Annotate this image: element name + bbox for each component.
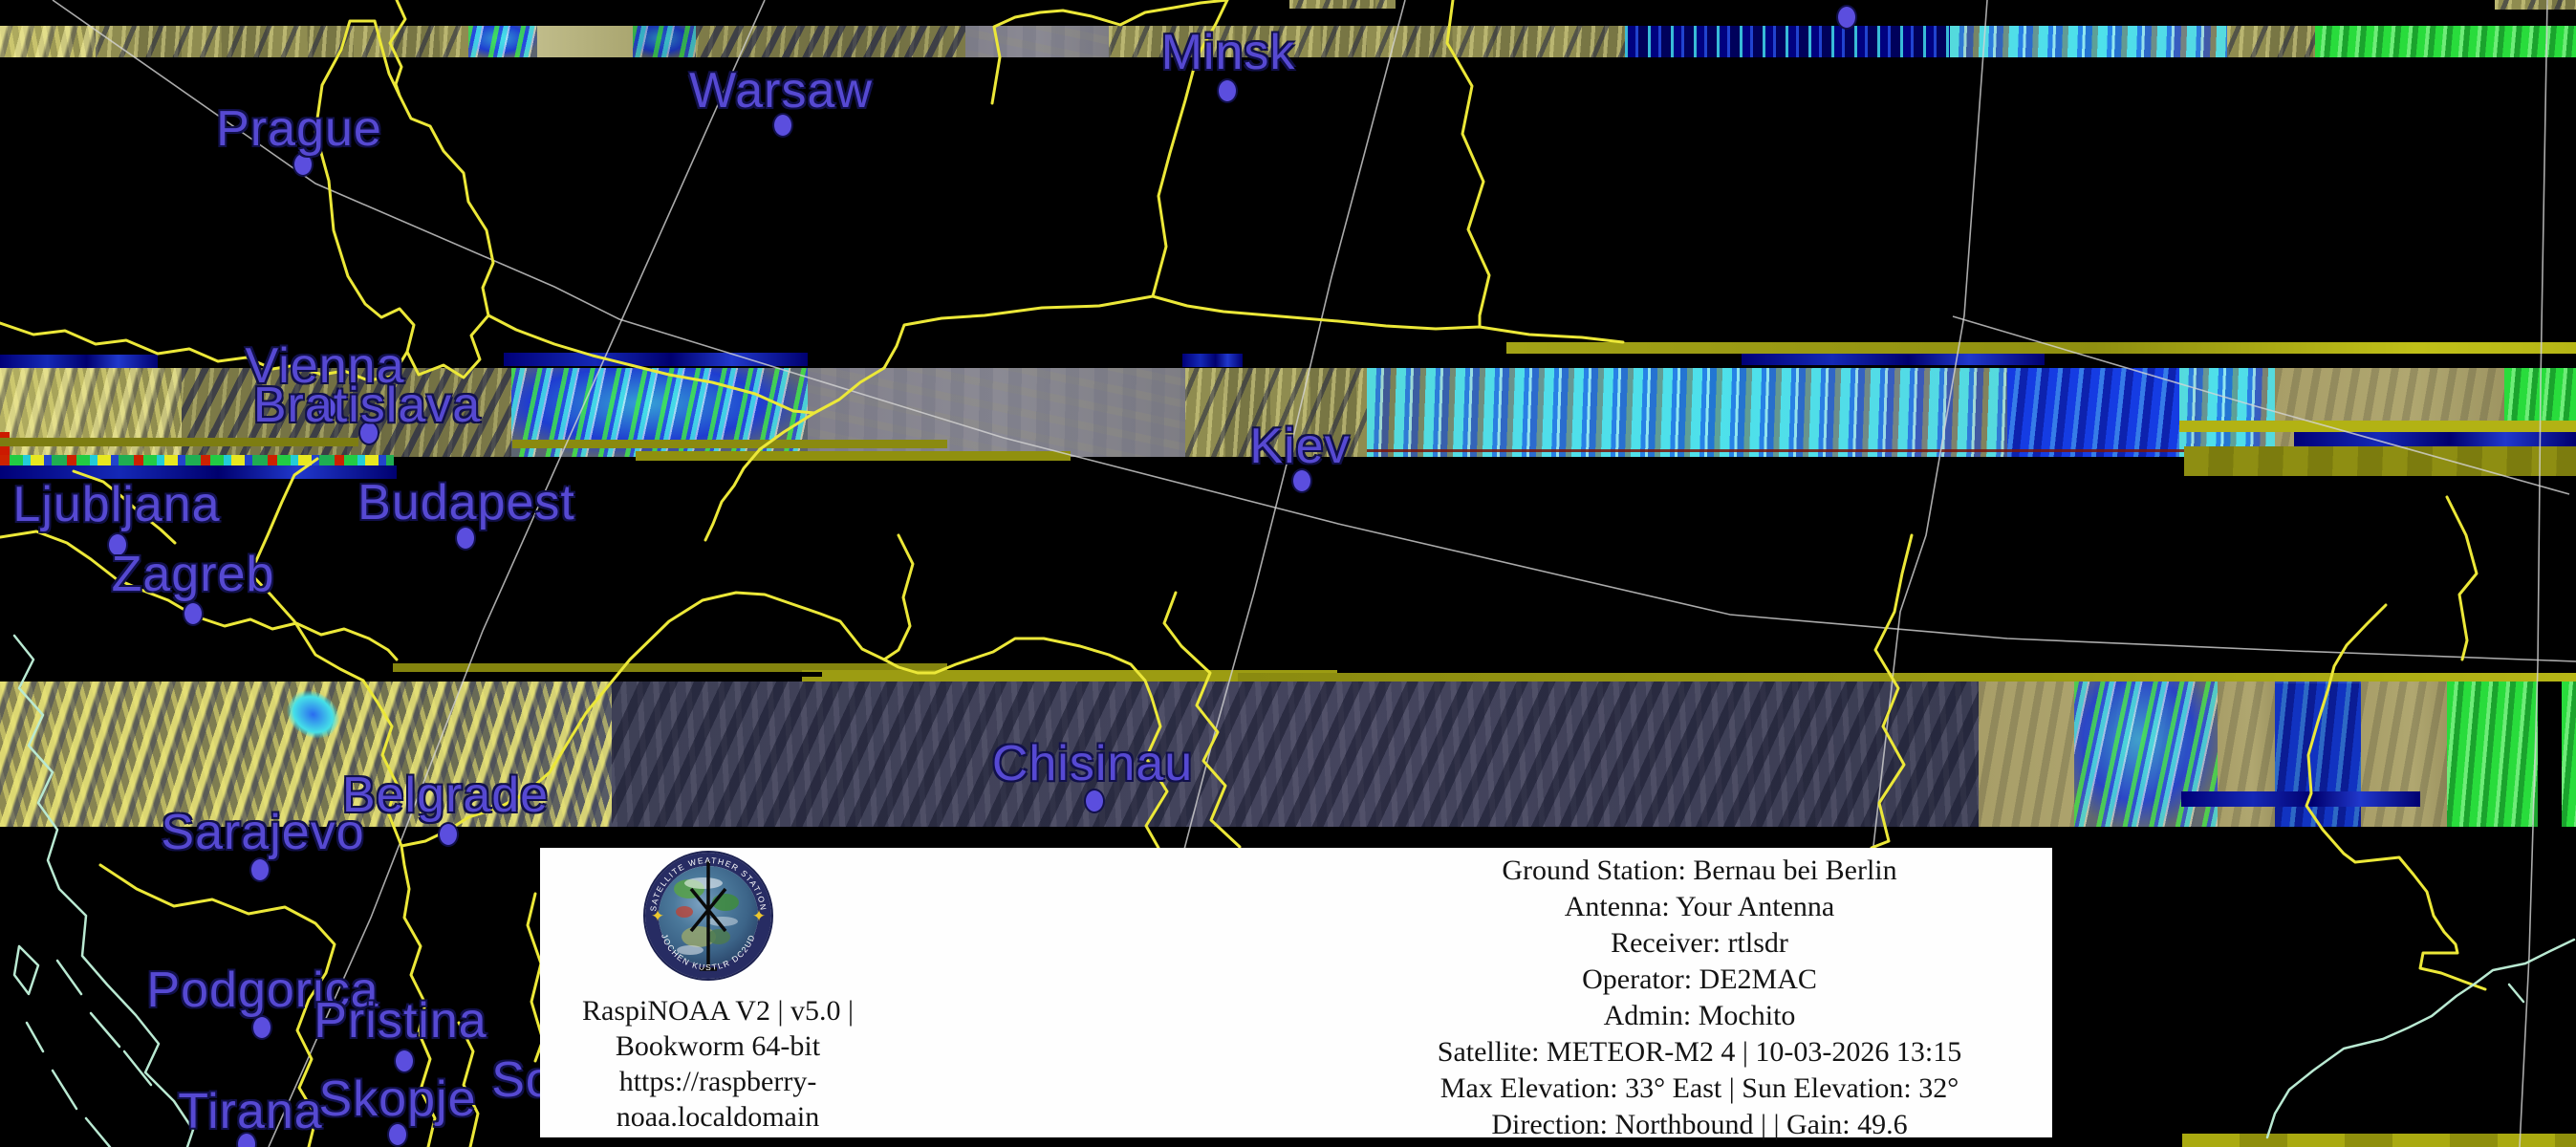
detail-line: Ground Station: Bernau bei Berlin bbox=[1502, 855, 1897, 886]
satellite-strip-top bbox=[0, 26, 2576, 57]
coastlines bbox=[12, 634, 2576, 1147]
graticule-lines bbox=[52, 0, 2576, 1147]
city-label-warsaw: Warsaw bbox=[689, 63, 873, 119]
city-label-minsk: Minsk bbox=[1160, 25, 1296, 80]
city-dot-zagreb bbox=[184, 603, 202, 624]
navy-bar bbox=[0, 355, 158, 368]
city-label-budapest: Budapest bbox=[357, 475, 575, 530]
country-borders bbox=[0, 0, 2487, 1147]
detail-line: Antenna: Your Antenna bbox=[1564, 891, 1835, 922]
city-label-podgorica: Podgorica bbox=[146, 963, 379, 1018]
city-label-belgrade: Belgrade bbox=[341, 768, 550, 823]
city-dot-pristina bbox=[396, 1050, 413, 1071]
olive-bar bbox=[1238, 673, 2576, 683]
glitch-red-line bbox=[1367, 449, 2576, 452]
city-dot-podgorica bbox=[253, 1017, 271, 1038]
detail-line: Max Elevation: 33° East | Sun Elevation:… bbox=[1440, 1072, 1959, 1104]
detail-line: Admin: Mochito bbox=[1603, 1000, 1796, 1031]
city-label-chisinau: Chisinau bbox=[991, 736, 1194, 791]
black-notch bbox=[535, 672, 822, 677]
city-dot-kiev bbox=[1293, 470, 1310, 491]
station-software-info: RaspiNOAA V2 | v5.0 | Bookworm 64-bit ht… bbox=[540, 993, 896, 1135]
detail-line: Receiver: rtlsdr bbox=[1611, 927, 1788, 959]
navy-bar bbox=[2181, 791, 2420, 807]
olive-bar bbox=[636, 451, 1071, 461]
navy-bar bbox=[2294, 432, 2576, 446]
glitch-red-edge bbox=[0, 432, 10, 470]
city-dot-budapest bbox=[457, 528, 474, 549]
city-label-vienna: Vienna bbox=[245, 338, 405, 394]
navy-bar bbox=[504, 353, 808, 366]
olive-bar bbox=[1506, 342, 2576, 354]
city-dot-sarajevo bbox=[251, 859, 269, 880]
city-label-kiev: Kiev bbox=[1249, 419, 1351, 474]
navy-bar bbox=[0, 465, 397, 479]
capture-details: Ground Station: Bernau bei Berlin Antenn… bbox=[1335, 853, 2064, 1143]
antenna-icon bbox=[689, 860, 727, 971]
city-dot-bratislava bbox=[360, 422, 378, 444]
city-label-zagreb: Zagreb bbox=[111, 547, 275, 602]
city-dot-vienna bbox=[318, 398, 336, 419]
city-dot-minsk bbox=[1219, 80, 1236, 101]
city-dot-unlabeled bbox=[1838, 7, 1855, 28]
city-label-pristina: Pristina bbox=[314, 993, 487, 1049]
satellite-strip-bottom bbox=[0, 682, 2576, 827]
glitch-rainbow-line bbox=[0, 455, 394, 465]
svg-text:✦: ✦ bbox=[651, 907, 664, 925]
detail-line: Operator: DE2MAC bbox=[1582, 963, 1817, 995]
software-line: Bookworm 64-bit bbox=[615, 1030, 821, 1062]
star-icons: ✦ ✦ bbox=[651, 907, 766, 925]
city-dot-prague bbox=[294, 154, 312, 175]
city-dot-tirana bbox=[238, 1134, 255, 1147]
detail-line: Satellite: METEOR-M2 4 | 10-03-2026 13:1… bbox=[1437, 1036, 1962, 1068]
software-line: https://raspberry- bbox=[618, 1066, 817, 1097]
olive-block bbox=[2184, 446, 2576, 476]
city-label-tirana: Tirana bbox=[178, 1084, 323, 1139]
olive-bar bbox=[512, 440, 947, 448]
detail-line: Direction: Northbound | | Gain: 49.6 bbox=[1491, 1109, 1908, 1140]
yellow-bar bbox=[2179, 421, 2576, 432]
city-label-bratislava: Bratislava bbox=[252, 378, 482, 433]
city-dot-ljubljana bbox=[109, 534, 126, 555]
city-dot-chisinau bbox=[1086, 790, 1103, 812]
city-dot-warsaw bbox=[774, 115, 791, 136]
station-logo: ✦ ✦ SATELLITE WEATHER STATION JOCHEN KUST… bbox=[640, 845, 776, 986]
olive-bar-bottom-edge bbox=[2182, 1134, 2576, 1147]
svg-text:✦: ✦ bbox=[752, 907, 766, 925]
city-label-ljubljana: Ljubljana bbox=[12, 477, 221, 532]
city-label-sarajevo: Sarajevo bbox=[161, 805, 365, 860]
navy-bar bbox=[1742, 352, 2045, 365]
city-dot-belgrade bbox=[440, 824, 457, 845]
software-line: RaspiNOAA V2 | v5.0 | bbox=[582, 995, 854, 1027]
glitch-sliver-top-1 bbox=[1289, 0, 1396, 9]
city-dot-skopje bbox=[389, 1124, 406, 1145]
city-label-prague: Prague bbox=[216, 101, 382, 157]
navy-bar bbox=[1182, 354, 1243, 367]
software-line: noaa.localdomain bbox=[616, 1101, 820, 1133]
city-label-skopje: Skopje bbox=[318, 1071, 477, 1127]
info-panel: ✦ ✦ SATELLITE WEATHER STATION JOCHEN KUST… bbox=[540, 845, 2052, 1140]
olive-bar bbox=[0, 438, 358, 446]
glitch-sliver-top-2 bbox=[2495, 0, 2576, 10]
olive-bar bbox=[393, 663, 947, 672]
